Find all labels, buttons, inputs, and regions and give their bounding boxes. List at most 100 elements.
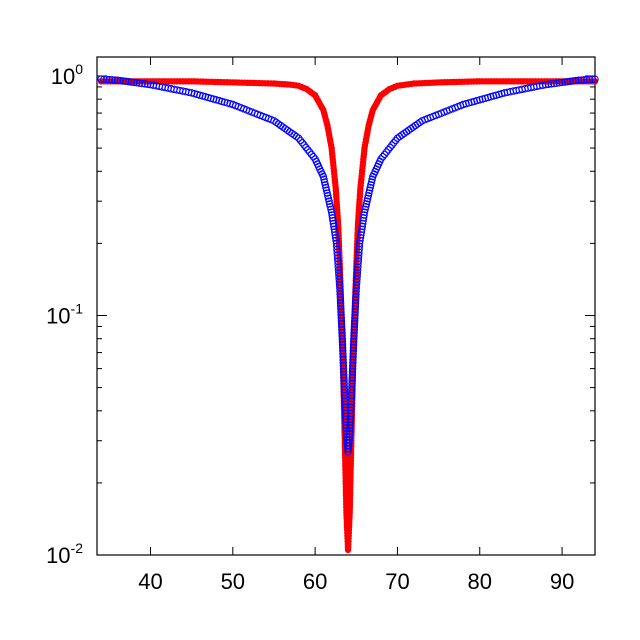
data-point [391, 136, 400, 145]
data-point [583, 75, 591, 84]
y-tick-label: 100 [51, 61, 83, 89]
data-point [361, 205, 369, 214]
y-tick-label: 10-2 [46, 540, 83, 568]
data-point [585, 75, 594, 84]
data-point [552, 79, 561, 87]
data-point [328, 214, 337, 222]
data-point [296, 136, 305, 145]
data-point [332, 236, 340, 245]
data-point [305, 148, 314, 156]
data-point [324, 194, 333, 203]
data-point [379, 153, 387, 161]
data-point [367, 181, 375, 189]
data-point [360, 208, 369, 216]
data-point [359, 214, 368, 222]
data-point [322, 186, 331, 194]
data-point [382, 148, 391, 156]
y-tick-exponent: -2 [71, 540, 84, 556]
x-tick-label: 40 [138, 569, 162, 594]
data-point [141, 80, 149, 88]
data-point [355, 239, 364, 248]
data-point [555, 79, 564, 87]
data-point [356, 236, 364, 245]
data-point [390, 139, 398, 147]
data-point [591, 75, 599, 83]
series-layer [97, 75, 599, 554]
data-point [320, 178, 329, 186]
data-point [538, 81, 547, 89]
data-point [127, 78, 136, 86]
data-point [324, 192, 332, 200]
data-point [588, 75, 596, 84]
data-point [102, 75, 111, 84]
data-point [122, 77, 130, 86]
data-point [124, 77, 133, 86]
data-point [541, 80, 550, 89]
data-point [130, 78, 138, 87]
data-point [327, 208, 336, 216]
series-2 [97, 75, 599, 456]
x-tick-label: 50 [221, 569, 245, 594]
data-point [365, 189, 373, 197]
y-tick-base: 10 [51, 64, 75, 89]
y-tick-base: 10 [46, 303, 70, 328]
data-point [326, 200, 334, 208]
data-point [388, 141, 396, 149]
data-point [547, 80, 555, 88]
data-point [331, 231, 339, 239]
data-point [367, 178, 376, 186]
data-point [366, 183, 374, 192]
x-tick-label: 70 [385, 569, 409, 594]
data-point [135, 79, 144, 87]
data-point [563, 77, 572, 86]
data-point [550, 79, 558, 88]
data-point [292, 132, 301, 141]
data-point [111, 76, 119, 84]
data-point [574, 76, 583, 84]
data-point [569, 77, 577, 85]
data-point [105, 75, 114, 84]
data-point [380, 150, 389, 159]
data-point [577, 76, 585, 84]
data-point [365, 186, 374, 194]
data-point [304, 146, 312, 154]
data-point [368, 175, 376, 184]
y-tick-exponent: -1 [71, 300, 84, 316]
data-point [331, 228, 339, 236]
data-point [329, 219, 338, 228]
data-point [356, 234, 365, 242]
data-point [331, 234, 340, 242]
data-point [119, 77, 127, 85]
data-point [325, 197, 333, 205]
y-tick-exponent: 0 [75, 61, 83, 77]
data-point [108, 76, 116, 84]
data-point [330, 225, 338, 233]
data-point [320, 175, 328, 184]
data-point [358, 225, 366, 233]
data-point [322, 183, 330, 192]
data-point [319, 172, 328, 181]
data-point [386, 143, 394, 152]
data-point [323, 189, 331, 197]
data-point [328, 211, 336, 219]
data-point [326, 202, 335, 211]
x-axis-ticks: 40 50 60 70 80 90 [138, 57, 574, 594]
data-point [566, 77, 575, 86]
data-point [359, 216, 367, 225]
data-point [113, 76, 122, 84]
data-point [362, 200, 371, 208]
x-tick-label: 60 [303, 569, 327, 594]
data-point [300, 141, 308, 149]
data-point [580, 76, 588, 84]
data-point [144, 80, 152, 88]
data-point [321, 181, 329, 189]
data-point [357, 228, 366, 236]
data-point [357, 231, 365, 239]
data-point [363, 194, 372, 203]
data-point [364, 192, 373, 200]
data-point [377, 155, 385, 163]
plot-frame [96, 56, 596, 556]
data-point [359, 219, 367, 228]
